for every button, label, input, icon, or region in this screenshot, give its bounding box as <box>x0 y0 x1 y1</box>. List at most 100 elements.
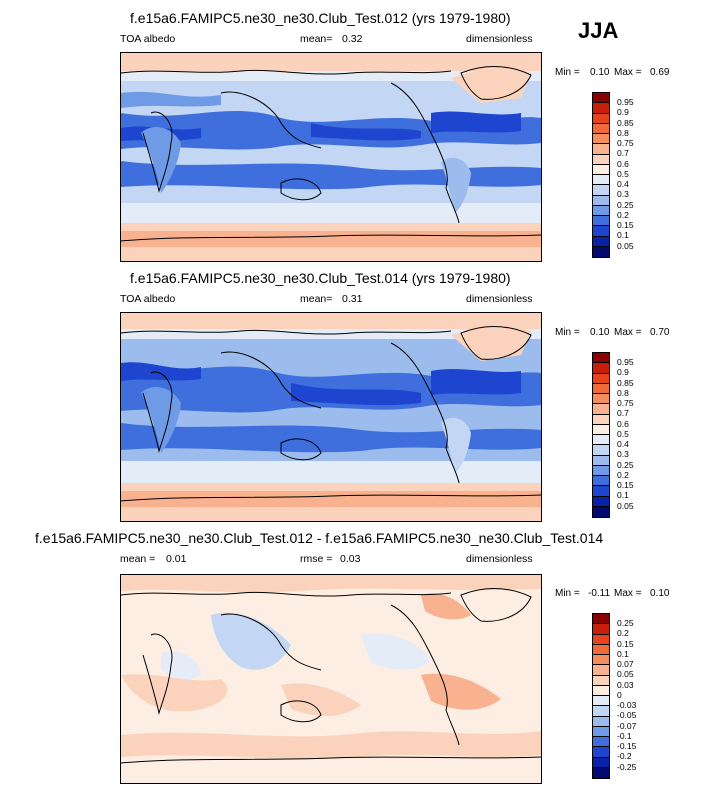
colorbar-tick-label: -0.15 <box>617 741 637 751</box>
colorbar-tick-label: 0.25 <box>617 200 634 210</box>
colorbar-tick-label: 0.5 <box>617 169 629 179</box>
panel2-colorbar-swatch <box>593 404 609 415</box>
colorbar-tick-label: 0 <box>617 690 622 700</box>
panel2-colorbar-swatch <box>593 455 609 466</box>
panel3-mean-value: 0.01 <box>166 553 187 565</box>
panel2-colorbar-swatch <box>593 465 609 476</box>
colorbar-tick-label: 0.6 <box>617 419 629 429</box>
panel2-colorbar-swatch <box>593 373 609 384</box>
panel1-mean-value: 0.32 <box>342 33 363 45</box>
colorbar-tick-label: 0.95 <box>617 357 634 367</box>
panel3-mean-label: mean = <box>120 553 156 565</box>
panel3-map-field <box>121 575 541 783</box>
colorbar-tick-label: 0.75 <box>617 138 634 148</box>
panel3-colorbar-swatch <box>593 624 609 635</box>
colorbar-tick-label: 0.07 <box>617 659 634 669</box>
panel1-colorbar-swatch <box>593 195 609 206</box>
panel1-colorbar-swatch <box>593 175 609 186</box>
colorbar-tick-label: 0.85 <box>617 378 634 388</box>
panel1-colorbar-swatch <box>593 123 609 134</box>
colorbar-tick-label: 0.2 <box>617 628 629 638</box>
panel1-colorbar-swatch <box>593 246 609 257</box>
panel2-variable-label: TOA albedo <box>120 293 176 305</box>
colorbar-tick-label: 0.03 <box>617 680 634 690</box>
panel3-max-value: 0.10 <box>650 588 670 599</box>
colorbar-tick-label: 0.05 <box>617 669 634 679</box>
panel1-units: dimensionless <box>466 33 533 45</box>
panel1-variable-label: TOA albedo <box>120 33 176 45</box>
panel2-colorbar-swatch <box>593 476 609 487</box>
colorbar-tick-label: 0.75 <box>617 398 634 408</box>
colorbar-tick-label: 0.25 <box>617 618 634 628</box>
panel3-colorbar-swatch <box>593 634 609 645</box>
colorbar-tick-label: 0.3 <box>617 189 629 199</box>
panel2-colorbar-swatch <box>593 353 609 364</box>
panel1-colorbar-swatch <box>593 103 609 114</box>
panel1-map <box>120 52 542 262</box>
panel1-colorbar-swatch <box>593 226 609 237</box>
panel3-colorbar-swatch <box>593 737 609 748</box>
colorbar-tick-label: 0.4 <box>617 439 629 449</box>
panel1-map-field <box>121 53 541 261</box>
panel2-mean-label: mean= <box>300 293 333 305</box>
colorbar-tick-label: 0.8 <box>617 388 629 398</box>
panel1-title: f.e15a6.FAMIPC5.ne30_ne30.Club_Test.012 … <box>130 10 511 26</box>
colorbar-tick-label: 0.4 <box>617 179 629 189</box>
panel2-title: f.e15a6.FAMIPC5.ne30_ne30.Club_Test.014 … <box>130 270 511 286</box>
colorbar-tick-label: -0.25 <box>617 762 637 772</box>
colorbar-tick-label: 0.05 <box>617 241 634 251</box>
colorbar-tick-label: 0.2 <box>617 210 629 220</box>
panel1-colorbar-swatch <box>593 93 609 104</box>
panel2-mean-value: 0.31 <box>342 293 363 305</box>
panel2-colorbar-swatch <box>593 506 609 517</box>
panel2-colorbar-swatch <box>593 496 609 507</box>
panel1-max-label: Max = <box>614 67 642 78</box>
panel2-map <box>120 312 542 522</box>
panel3-colorbar-swatch <box>593 706 609 717</box>
panel3-title: f.e15a6.FAMIPC5.ne30_ne30.Club_Test.012 … <box>35 530 604 546</box>
panel3-colorbar-swatch <box>593 757 609 768</box>
colorbar-tick-label: 0.1 <box>617 649 629 659</box>
panel3-colorbar-swatch <box>593 644 609 655</box>
panel1-colorbar-swatch <box>593 164 609 175</box>
colorbar-tick-label: 0.1 <box>617 490 629 500</box>
panel1-min-value: 0.10 <box>590 67 610 78</box>
panel1-colorbar-swatch <box>593 113 609 124</box>
colorbar-tick-label: 0.7 <box>617 148 629 158</box>
colorbar-tick-label: 0.1 <box>617 230 629 240</box>
colorbar-tick-label: 0.9 <box>617 367 629 377</box>
panel2-colorbar-swatch <box>593 424 609 435</box>
panel2-colorbar-swatch <box>593 363 609 374</box>
panel1-min-label: Min = <box>555 67 580 78</box>
colorbar-tick-label: 0.25 <box>617 460 634 470</box>
colorbar-tick-label: 0.95 <box>617 97 634 107</box>
panel3-rmse-label: rmse = <box>300 553 333 565</box>
panel3-colorbar-swatch <box>593 665 609 676</box>
panel1-colorbar-swatch <box>593 205 609 216</box>
colorbar-tick-label: 0.15 <box>617 639 634 649</box>
panel3-colorbar <box>592 613 610 779</box>
panel2-units: dimensionless <box>466 293 533 305</box>
panel2-min-label: Min = <box>555 327 580 338</box>
panel2-colorbar <box>592 352 610 518</box>
panel2-map-field <box>121 313 541 521</box>
panel3-colorbar-swatch <box>593 716 609 727</box>
panel3-colorbar-swatch <box>593 696 609 707</box>
colorbar-tick-label: -0.07 <box>617 721 637 731</box>
panel1-colorbar <box>592 92 610 258</box>
colorbar-tick-label: 0.7 <box>617 408 629 418</box>
colorbar-tick-label: 0.15 <box>617 220 634 230</box>
colorbar-tick-label: 0.85 <box>617 118 634 128</box>
season-label: JJA <box>578 18 619 43</box>
colorbar-tick-label: 0.9 <box>617 107 629 117</box>
colorbar-tick-label: 0.6 <box>617 159 629 169</box>
panel3-map <box>120 574 542 784</box>
panel3-min-value: -0.11 <box>588 588 611 599</box>
panel2-min-value: 0.10 <box>590 327 610 338</box>
panel1-colorbar-swatch <box>593 154 609 165</box>
panel2-max-label: Max = <box>614 327 642 338</box>
panel1-colorbar-swatch <box>593 134 609 145</box>
panel2-colorbar-swatch <box>593 383 609 394</box>
panel1-colorbar-swatch <box>593 216 609 227</box>
colorbar-tick-label: -0.05 <box>617 710 637 720</box>
